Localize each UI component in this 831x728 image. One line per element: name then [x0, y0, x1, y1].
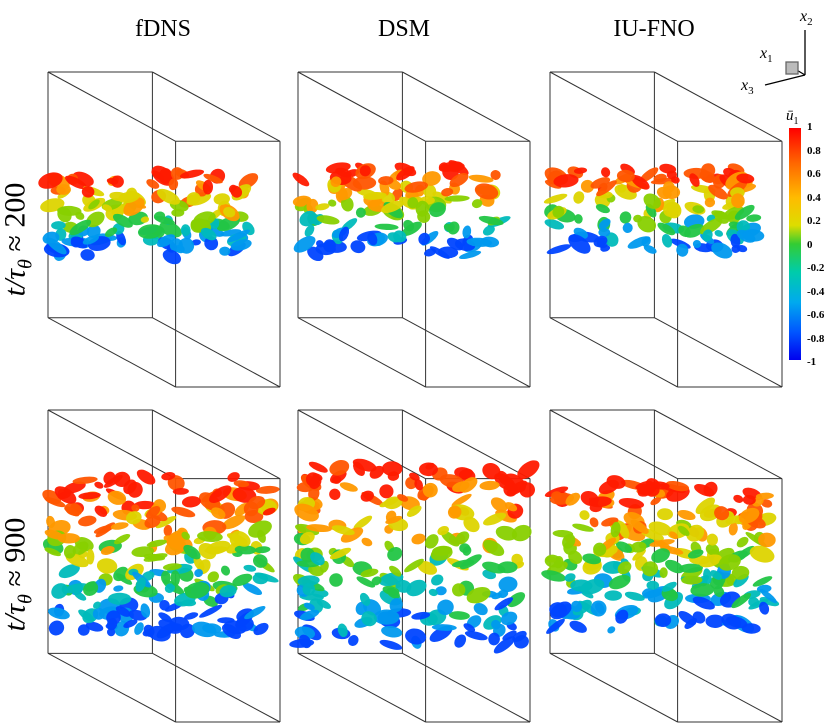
- colorbar-tick-label: 0.4: [807, 191, 821, 204]
- box-fdns-t200: [47, 71, 281, 388]
- axis-label-x1: x1: [760, 45, 773, 66]
- axes-triad-icon: [764, 30, 806, 86]
- vortex-layer-iufno-t200: [543, 163, 765, 259]
- axis-label-x2: x2: [800, 8, 813, 29]
- colorbar-tick-label: -0.4: [807, 285, 825, 298]
- axis-label-x3: x3: [741, 77, 754, 98]
- colorbar-tick-label: 0.8: [807, 144, 821, 157]
- colorbar-tick-label: -0.2: [807, 262, 825, 274]
- colorbar-tick-label: -0.6: [807, 309, 825, 321]
- colorbar-tick-label: 0: [807, 238, 813, 251]
- colorbar: [789, 128, 801, 360]
- colorbar-tick-label: -1: [807, 356, 817, 368]
- column-title-fdns: fDNS: [134, 16, 191, 42]
- vortex-layer-dsm-t200: [292, 160, 511, 262]
- colorbar-tick-label: 0.2: [807, 215, 821, 227]
- box-iufno-t200: [549, 71, 783, 388]
- vortex-layer-iufno-t900: [541, 475, 780, 634]
- colorbar-title: ū1: [786, 108, 799, 127]
- column-title-dsm: DSM: [377, 16, 431, 42]
- column-title-iu-fno: IU-FNO: [613, 16, 695, 42]
- vortex-layer-dsm-t900: [289, 458, 540, 654]
- colorbar-tick-label: 0.6: [807, 168, 821, 180]
- colorbar-tick-label: -0.8: [807, 332, 825, 345]
- vortex-layer-fdns-t900: [42, 469, 280, 642]
- colorbar-tick-label: 1: [807, 121, 813, 133]
- vortex-layer-fdns-t200: [38, 165, 259, 265]
